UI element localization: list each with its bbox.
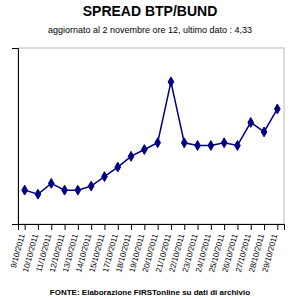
x-axis: 9/10/201110/10/201111/10/201112/10/20111…: [9, 224, 285, 273]
x-tick-mark: [78, 224, 79, 230]
x-tick-mark: [51, 224, 52, 230]
marker: [221, 138, 227, 148]
line: [25, 82, 278, 194]
marker: [115, 162, 121, 172]
x-tick-mark: [91, 224, 92, 230]
x-tick-mark: [38, 224, 39, 230]
title: SPREAD BTP/BUND: [83, 3, 218, 19]
x-tick-mark: [144, 224, 145, 230]
x-axis-line: [19, 225, 285, 231]
marker: [275, 104, 281, 114]
plot-frame: [18, 48, 284, 224]
marker: [155, 138, 161, 148]
x-tick-mark: [104, 224, 105, 230]
marker: [62, 185, 68, 195]
x-tick-mark: [171, 224, 172, 230]
x-tick-mark: [211, 224, 212, 230]
x-tick-mark: [264, 224, 265, 230]
y-axis: [12, 49, 19, 225]
marker: [208, 141, 214, 151]
x-tick-mark: [277, 224, 278, 230]
x-tick-mark: [158, 224, 159, 230]
x-tick-mark: [251, 224, 252, 230]
marker: [88, 181, 94, 191]
x-tick-mark: [237, 224, 238, 230]
marker: [128, 151, 134, 161]
x-tick: 29/10/2011: [261, 224, 280, 273]
subtitle: aggiornato al 2 novembre ore 12, ultimo …: [48, 25, 252, 35]
x-tick-mark: [198, 224, 199, 230]
x-tick-mark: [184, 224, 185, 230]
marker: [22, 185, 28, 195]
marker: [102, 172, 108, 182]
marker: [35, 189, 41, 199]
marker: [195, 141, 201, 151]
x-tick-mark: [65, 224, 66, 230]
marker: [142, 145, 148, 155]
marks: [22, 77, 280, 199]
marker: [48, 178, 54, 188]
plot: 9/10/201110/10/201111/10/201112/10/20111…: [9, 48, 285, 273]
marker: [181, 138, 187, 148]
marker: [235, 141, 241, 151]
marker: [261, 127, 267, 137]
marker: [75, 185, 81, 195]
x-tick-mark: [224, 224, 225, 230]
marker: [168, 77, 174, 87]
y-axis-line: [12, 49, 19, 225]
x-tick-mark: [131, 224, 132, 230]
x-tick-mark: [118, 224, 119, 230]
chart: SPREAD BTP/BUND aggiornato al 2 novembre …: [0, 0, 300, 300]
x-tick-label: 29/10/2011: [261, 232, 280, 273]
footer: FONTE: Elaborazione FIRSTonline su dati …: [50, 288, 250, 297]
x-tick-mark: [25, 224, 26, 230]
marker: [248, 118, 254, 128]
